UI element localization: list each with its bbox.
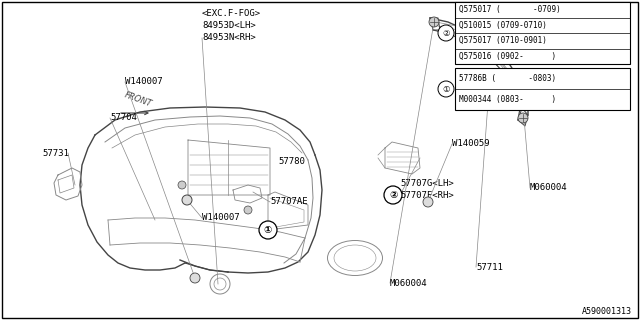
Circle shape: [259, 221, 277, 239]
Circle shape: [429, 17, 439, 27]
Text: ①: ①: [442, 84, 450, 93]
Text: FRONT: FRONT: [123, 91, 153, 109]
Text: 57711: 57711: [476, 262, 503, 271]
FancyBboxPatch shape: [455, 2, 630, 64]
Text: W140059: W140059: [452, 140, 490, 148]
Text: A590001313: A590001313: [582, 307, 632, 316]
Text: 84953D<LH>: 84953D<LH>: [202, 21, 256, 30]
Circle shape: [423, 197, 433, 207]
Text: W140007: W140007: [202, 213, 239, 222]
Text: Q575017 (0710-0901): Q575017 (0710-0901): [459, 36, 547, 45]
Text: 57786B (       -0803): 57786B ( -0803): [459, 74, 556, 83]
Circle shape: [438, 81, 454, 97]
Text: 57707G<LH>: 57707G<LH>: [400, 179, 454, 188]
Circle shape: [244, 206, 252, 214]
Circle shape: [438, 25, 454, 41]
Text: ②: ②: [389, 190, 397, 200]
Text: <EXC.F-FOG>: <EXC.F-FOG>: [202, 10, 261, 19]
Text: M060004: M060004: [390, 278, 428, 287]
Circle shape: [518, 113, 528, 123]
Text: ①: ①: [264, 225, 272, 235]
Text: 57731: 57731: [42, 148, 69, 157]
Text: Q575016 (0902-      ): Q575016 (0902- ): [459, 52, 556, 61]
Text: 57704: 57704: [110, 114, 137, 123]
Text: M060004: M060004: [530, 183, 568, 193]
Circle shape: [182, 195, 192, 205]
Text: 57707AE: 57707AE: [270, 197, 308, 206]
Text: M000344 (0803-      ): M000344 (0803- ): [459, 95, 556, 104]
Text: 84953N<RH>: 84953N<RH>: [202, 34, 256, 43]
Text: ②: ②: [442, 28, 450, 37]
Circle shape: [384, 186, 402, 204]
Text: 57780: 57780: [278, 157, 305, 166]
Text: Q575017 (       -0709): Q575017 ( -0709): [459, 5, 561, 14]
Text: W140007: W140007: [125, 77, 163, 86]
Text: 57707F<RH>: 57707F<RH>: [400, 190, 454, 199]
Text: Q510015 (0709-0710): Q510015 (0709-0710): [459, 21, 547, 30]
FancyBboxPatch shape: [455, 68, 630, 110]
Circle shape: [178, 181, 186, 189]
Circle shape: [190, 273, 200, 283]
